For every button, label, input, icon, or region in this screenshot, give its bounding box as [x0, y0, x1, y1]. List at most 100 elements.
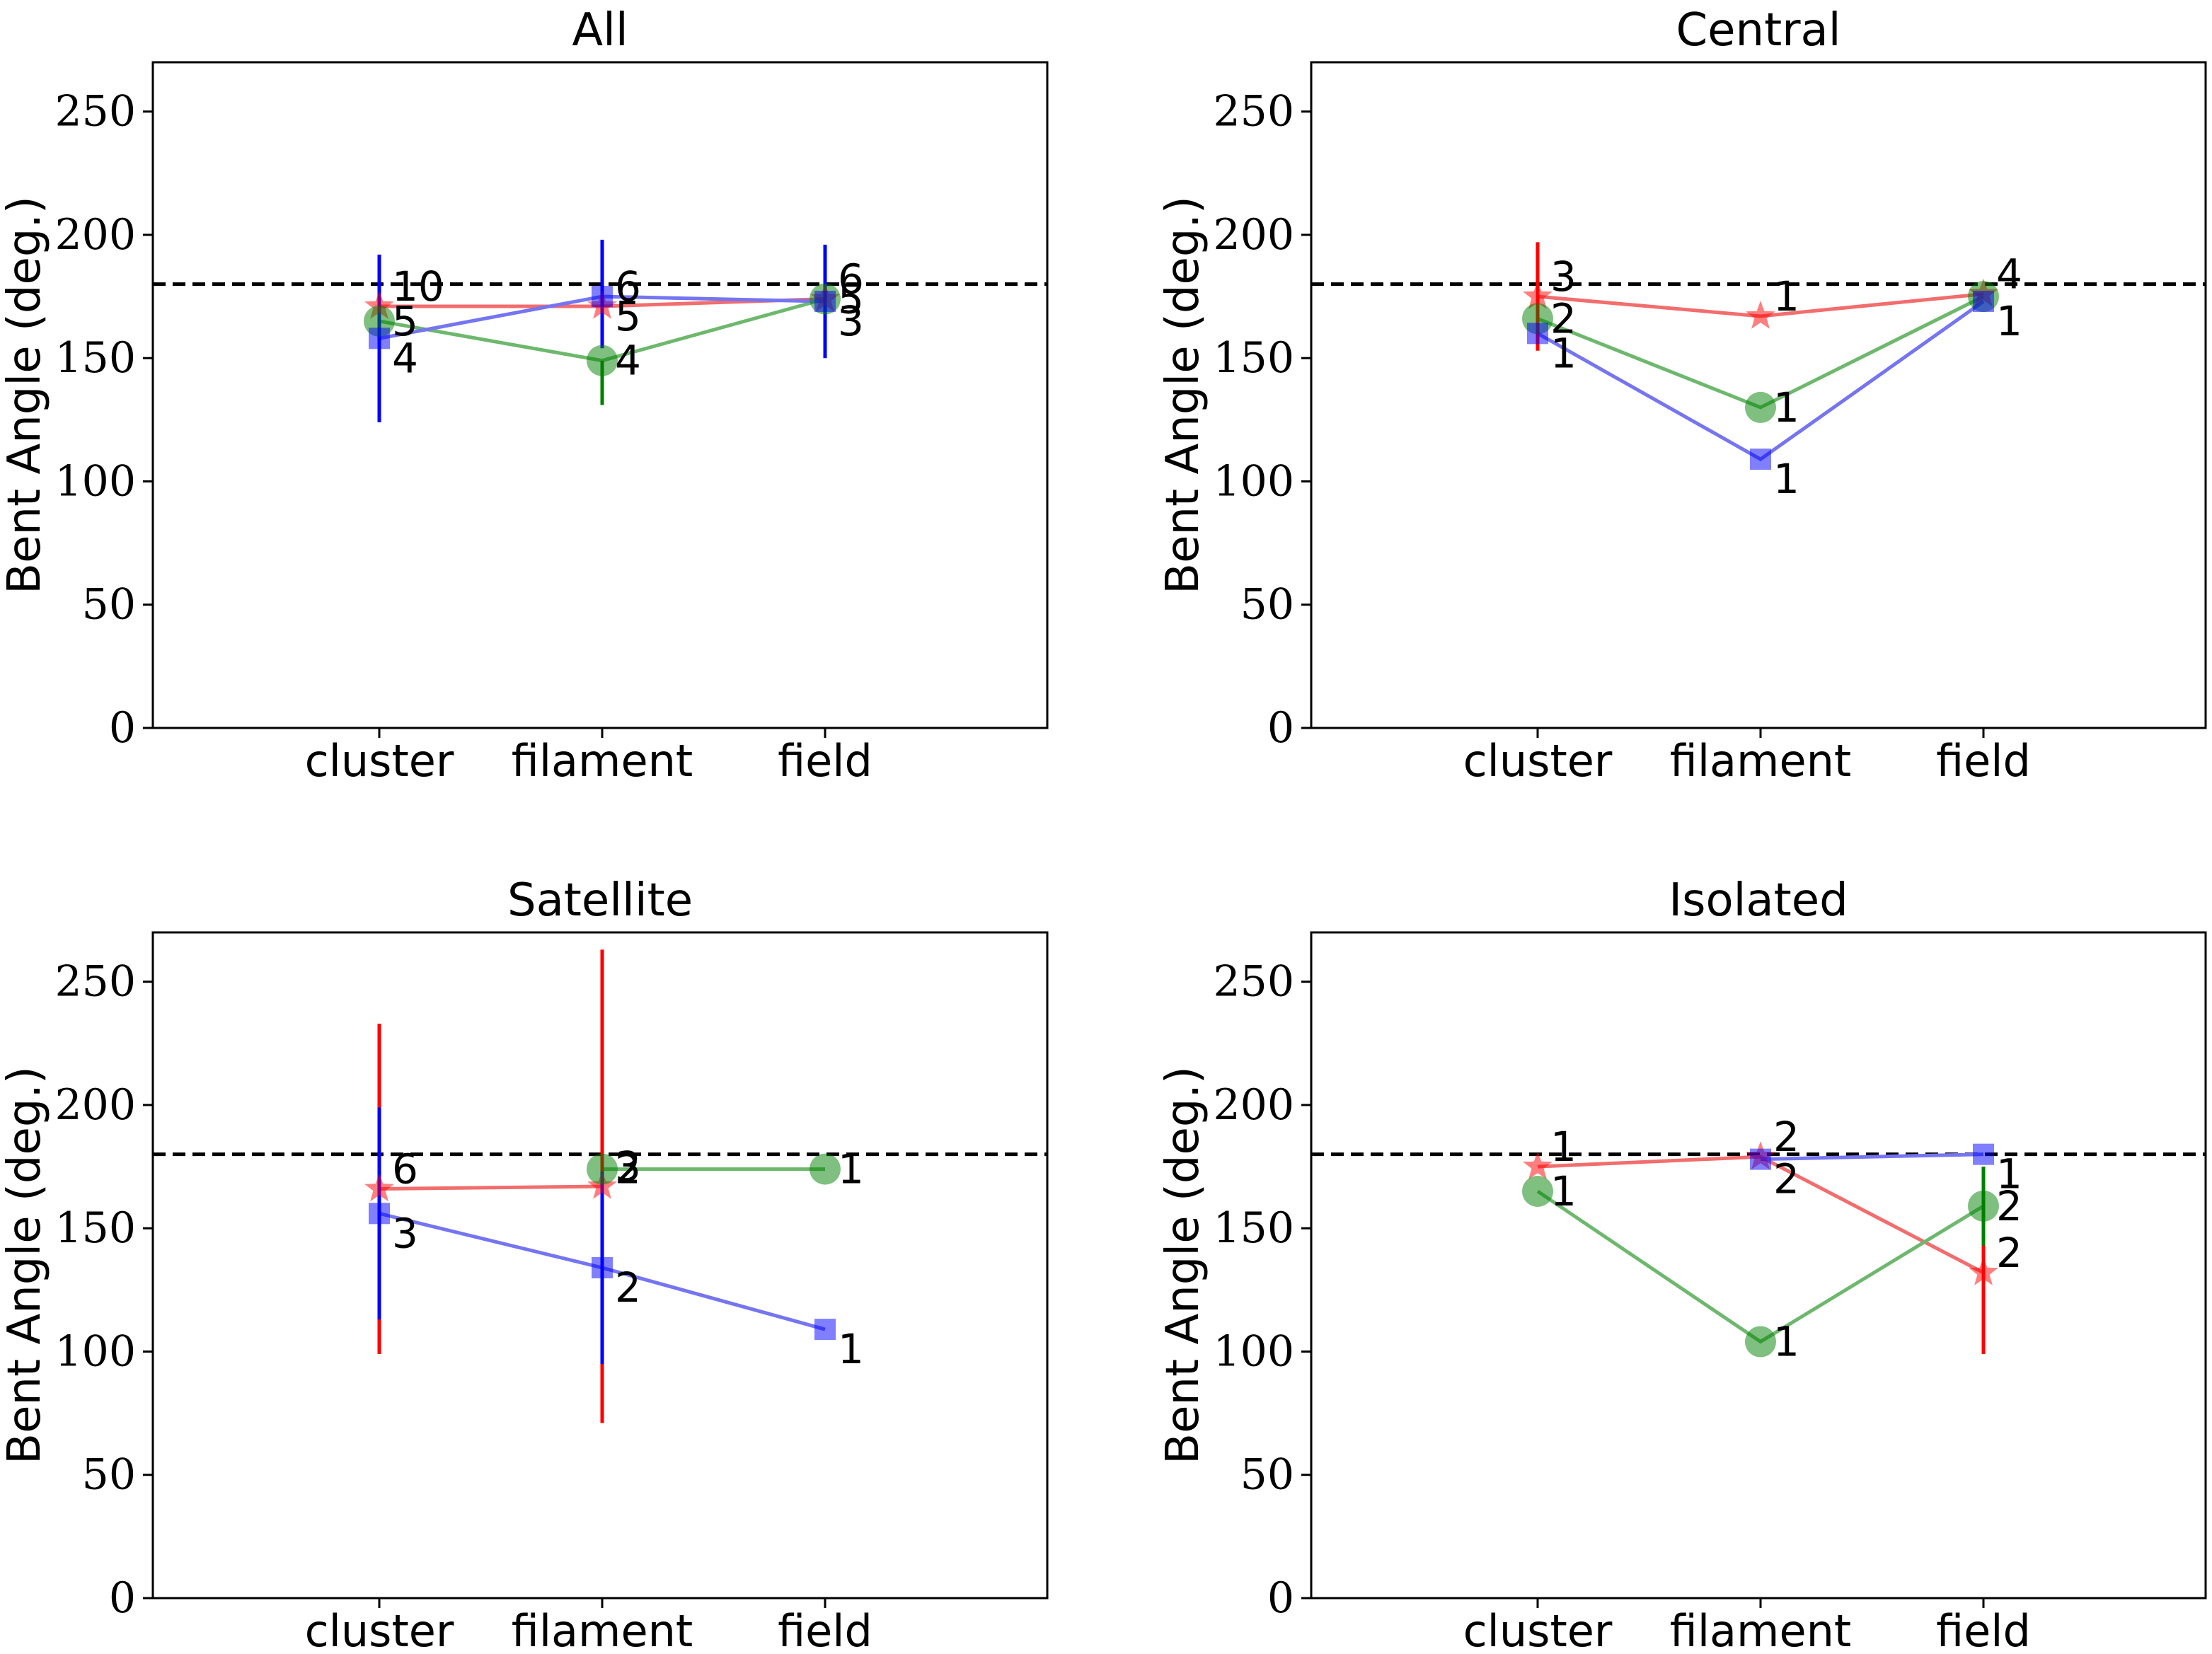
- count-label: 2: [615, 1145, 641, 1193]
- count-label: 1: [838, 1145, 864, 1193]
- panel-central: Central Bent Angle (deg.) 0 50 100 150 200 25…: [1157, 4, 2207, 787]
- y-tick-label: 200: [1213, 210, 1294, 260]
- count-label: 4: [1996, 250, 2022, 299]
- panel-title: Isolated: [1669, 874, 1848, 927]
- y-tick-label: 0: [1267, 703, 1294, 753]
- data-point: [1968, 1190, 1999, 1222]
- data-point: [364, 291, 394, 319]
- x-tick-label: cluster: [305, 735, 454, 787]
- y-tick-label: 0: [1267, 1573, 1294, 1623]
- data-point: [587, 345, 618, 376]
- count-label: 10: [392, 262, 444, 311]
- axes-frame: [151, 931, 1049, 1600]
- count-label: 1: [1996, 297, 2022, 345]
- data-point: [1750, 1148, 1771, 1170]
- count-label: 1: [1550, 329, 1577, 377]
- data-point: [1523, 281, 1553, 309]
- y-tick-label: 250: [1213, 87, 1294, 137]
- data-point: [592, 1256, 613, 1278]
- y-tick-label: 200: [54, 210, 136, 260]
- x-tick-label: field: [1936, 1605, 2031, 1654]
- series-line: [1536, 300, 1985, 462]
- data-point: [1745, 391, 1776, 423]
- count-label: 2: [1773, 1113, 1799, 1161]
- count-label: 3: [1550, 253, 1577, 301]
- count-label: 2: [1996, 1229, 2022, 1277]
- count-label: 3: [838, 297, 864, 345]
- data-point: [1969, 1257, 1998, 1285]
- count-label: 1: [1550, 1123, 1577, 1171]
- data-point: [814, 1319, 836, 1341]
- y-tick-label: 50: [1240, 580, 1294, 630]
- data-point: [1973, 1143, 1994, 1165]
- data-point: [810, 1153, 841, 1185]
- axes-frame: [1310, 931, 2207, 1600]
- y-tick-label: 100: [54, 1326, 136, 1376]
- y-tick-label: 200: [54, 1080, 136, 1130]
- x-tick-label: filament: [512, 1605, 693, 1654]
- count-label: 4: [615, 337, 641, 385]
- panel-satellite: Satellite Bent Angle (deg.) 0 50 100 150 200…: [0, 874, 1049, 1654]
- count-label: 6: [838, 255, 864, 303]
- count-label: 5: [392, 297, 418, 345]
- count-label: 6: [392, 1145, 418, 1193]
- count-label: 2: [615, 1263, 641, 1312]
- x-tick-label: field: [778, 735, 872, 787]
- x-tick-label: field: [778, 1605, 872, 1654]
- count-label: 1: [1773, 272, 1799, 320]
- panel-all: All Bent Angle (deg.) 0 50 100 150 200 250 clu…: [0, 4, 1049, 787]
- y-tick-label: 100: [54, 456, 136, 506]
- series-line: [1536, 1189, 1985, 1344]
- series-line: [1537, 1155, 1985, 1275]
- count-label: 1: [1773, 1318, 1799, 1366]
- y-tick-label: 100: [1213, 456, 1294, 506]
- count-label: 1: [838, 1325, 864, 1373]
- count-label: 4: [392, 334, 418, 382]
- count-label: 2: [1550, 294, 1577, 342]
- data-point: [1745, 1326, 1776, 1358]
- y-axis-label: Bent Angle (deg.): [1157, 196, 1209, 594]
- count-label: 5: [838, 275, 864, 323]
- count-label: 3: [615, 1143, 641, 1191]
- count-label: 6: [615, 262, 641, 311]
- count-label: 3: [392, 1209, 418, 1257]
- count-label: 1: [1996, 1150, 2022, 1198]
- y-tick-label: 50: [1240, 1450, 1294, 1500]
- data-point: [1523, 1151, 1553, 1179]
- data-point: [814, 291, 836, 313]
- panel-title: Central: [1676, 4, 1841, 57]
- y-tick-label: 150: [1213, 333, 1294, 383]
- y-tick-label: 150: [1213, 1203, 1294, 1253]
- series-line: [379, 1184, 603, 1191]
- data-point: [1522, 1175, 1553, 1207]
- x-tick-label: cluster: [1463, 735, 1613, 787]
- count-label: 5: [615, 292, 641, 340]
- y-tick-label: 0: [109, 1573, 136, 1623]
- y-axis-label: Bent Angle (deg.): [0, 1066, 51, 1464]
- y-axis-label: Bent Angle (deg.): [1157, 1066, 1209, 1464]
- count-label: 2: [1773, 1155, 1799, 1203]
- panel-title: All: [572, 4, 628, 57]
- x-tick-label: cluster: [1463, 1605, 1613, 1654]
- y-tick-label: 200: [1213, 1080, 1294, 1130]
- data-point: [1973, 291, 1994, 313]
- data-point: [1750, 449, 1771, 470]
- axes-frame: [151, 61, 1049, 729]
- y-tick-label: 250: [54, 87, 136, 137]
- panel-title: Satellite: [507, 874, 693, 927]
- x-tick-label: filament: [1670, 735, 1851, 787]
- data-point: [592, 286, 613, 308]
- data-point: [1746, 301, 1775, 329]
- y-tick-label: 100: [1213, 1326, 1294, 1376]
- axes-frame: [1310, 61, 2207, 729]
- x-tick-label: filament: [1670, 1605, 1851, 1654]
- data-point: [1527, 323, 1548, 345]
- y-tick-label: 150: [54, 1203, 136, 1253]
- y-tick-label: 250: [1213, 957, 1294, 1007]
- data-point: [587, 1171, 617, 1199]
- y-tick-label: 150: [54, 333, 136, 383]
- y-tick-label: 250: [54, 957, 136, 1007]
- series-line: [1760, 1152, 1984, 1162]
- count-label: 2: [1996, 1182, 2022, 1230]
- data-point: [364, 1173, 394, 1202]
